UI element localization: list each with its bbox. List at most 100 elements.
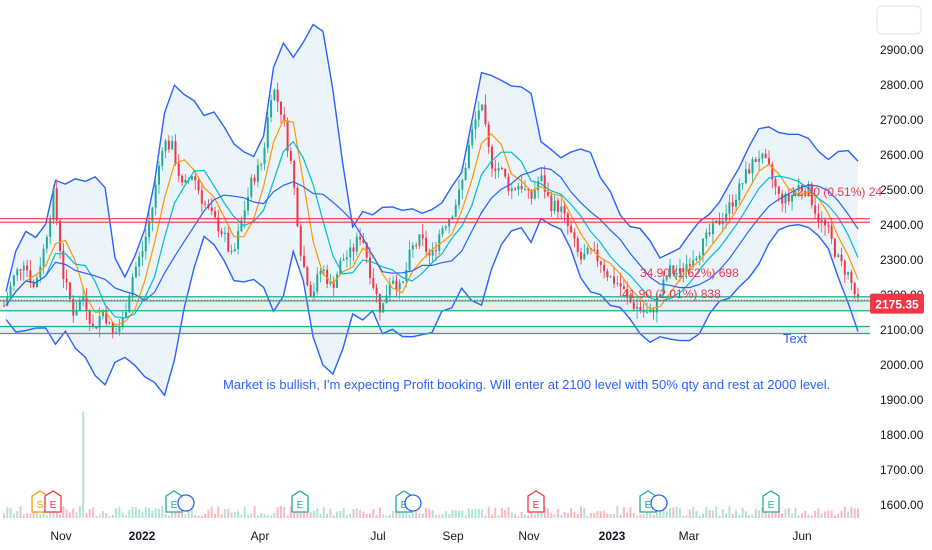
volume-bar (517, 515, 520, 518)
ma-fast-line (5, 119, 859, 327)
volume-bar (214, 513, 217, 518)
candle-body (411, 245, 414, 250)
volume-bar (702, 513, 705, 518)
volume-bar (520, 511, 523, 518)
event-marker[interactable]: E (527, 490, 545, 513)
moving-averages (5, 119, 859, 327)
candle-body (675, 273, 678, 275)
volume-bar (718, 515, 721, 518)
volume-bar (471, 509, 474, 518)
candle-body (471, 129, 474, 146)
volume-bar (540, 508, 543, 518)
volume-bar (167, 515, 170, 518)
volume-bar (669, 508, 672, 518)
candle-body (543, 175, 546, 192)
y-tick-label: 1600.00 (880, 498, 924, 512)
candle-body (705, 232, 708, 239)
candle-body (62, 250, 65, 279)
candle-body (161, 151, 164, 166)
volume-bar (477, 508, 480, 518)
volume-bar (270, 515, 273, 518)
candle-body (309, 285, 312, 297)
candle-body (784, 193, 787, 204)
candle-body (164, 140, 167, 152)
volume-bar (279, 506, 282, 518)
candle-body (398, 282, 401, 290)
candle-body (474, 119, 477, 130)
band-lower-line (5, 217, 859, 397)
candle-body (184, 179, 187, 183)
candle-body (9, 285, 12, 297)
event-marker-label: E (533, 500, 540, 511)
volume-bar (665, 511, 668, 518)
candle-body (174, 141, 177, 164)
volume-bar (791, 513, 794, 518)
annotation-label[interactable]: Text (783, 331, 807, 346)
candle-body (537, 180, 540, 191)
candle-body (847, 271, 850, 275)
volume-bar (797, 515, 800, 518)
candle-body (118, 326, 121, 333)
candle-body (92, 323, 95, 327)
candle-body (296, 187, 299, 227)
volume-bar (711, 510, 714, 518)
volume-bar (777, 508, 780, 518)
volume-bar (296, 512, 299, 518)
x-tick-label: 2023 (599, 529, 626, 543)
annotation-label[interactable]: 41.90 (2.01%) 838 (622, 287, 721, 301)
volume-bar (316, 508, 319, 518)
volume-bar (494, 507, 497, 518)
candle-body (817, 213, 820, 223)
volume-bar (758, 510, 761, 518)
volume-bar (652, 514, 655, 518)
candle-body (672, 265, 675, 275)
volume-bar (444, 511, 447, 518)
volume-bar (59, 514, 62, 518)
event-marker[interactable]: E (762, 490, 780, 513)
annotation-label[interactable]: 34.90 (1.62%) 698 (640, 266, 739, 280)
volume-bar (82, 411, 85, 518)
candle-body (781, 193, 784, 204)
volume-bar (309, 511, 312, 518)
volume-bar (138, 509, 141, 518)
annotation-note[interactable]: Market is bullish, I'm expecting Profit … (223, 377, 830, 392)
volume-bar (500, 507, 503, 518)
volume-bar (415, 506, 418, 518)
event-marker-label: E (50, 500, 57, 511)
candle-body (454, 204, 457, 217)
candle-body (833, 238, 836, 257)
volume-bar (388, 514, 391, 518)
event-marker[interactable] (404, 494, 422, 512)
volume-bar (636, 515, 639, 518)
candle-body (105, 309, 108, 324)
volume-bar (840, 510, 843, 518)
volume-bar (220, 514, 223, 518)
volume-bar (121, 512, 124, 518)
event-marker-label: E (645, 500, 652, 511)
event-marker[interactable] (177, 494, 195, 512)
volume-bar (78, 506, 81, 518)
annotation-label[interactable]: 12.20 (0.51%) 24 (790, 185, 882, 199)
volume-bar (728, 506, 731, 518)
event-marker[interactable]: E (44, 490, 62, 513)
event-marker[interactable]: E (291, 490, 309, 513)
candle-body (415, 245, 418, 247)
volume-bar (800, 513, 803, 518)
candle-body (533, 190, 536, 199)
volume-bar (405, 508, 408, 518)
volume-bar (613, 514, 615, 518)
volume-bar (369, 513, 371, 518)
x-tick-label: Jul (370, 529, 385, 543)
candle-body (177, 163, 180, 176)
candle-body (75, 310, 78, 316)
candle-body (751, 159, 754, 174)
candle-body (299, 226, 302, 256)
candle-body (586, 247, 589, 254)
volume-bar (418, 512, 421, 518)
volume-bar (537, 508, 540, 518)
last-price-text: 2175.35 (875, 298, 919, 312)
volume-bar (263, 513, 266, 518)
event-marker[interactable] (650, 494, 668, 512)
chart-settings-button[interactable] (876, 5, 922, 35)
